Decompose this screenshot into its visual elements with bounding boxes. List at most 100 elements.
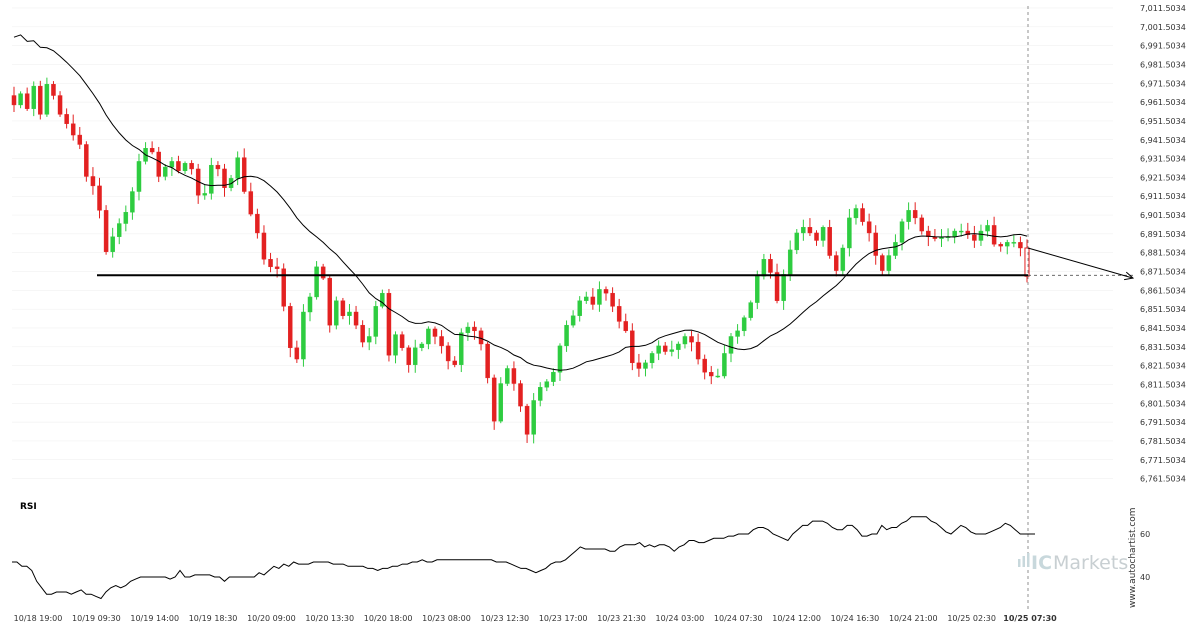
candle-body [84,144,89,177]
candle-body [662,345,668,352]
candle-body [432,328,438,337]
candle-body [97,185,102,211]
candle-body [268,259,273,268]
candle-body [235,157,240,179]
y-tick-label: 6,941.5034 [1140,136,1186,145]
candle-body [366,336,372,343]
y-tick-label: 6,971.5034 [1140,79,1186,88]
y-tick-label: 6,771.5034 [1140,456,1186,465]
candle-body [840,247,846,271]
autochartist-watermark: www.autochartist.com [1128,507,1138,608]
projection-line [1027,247,1134,279]
x-tick-label: 10/20 13:30 [305,614,354,623]
x-tick-label: 10/19 18:30 [189,614,238,623]
candle-body [860,208,865,222]
candle-body [919,217,924,232]
candle-body [406,347,411,365]
candle-body [117,223,122,237]
candle-body [459,332,464,365]
candle-body [301,311,306,360]
candle-body [11,95,17,106]
candle-body [498,383,504,422]
candle-body [1011,242,1017,244]
x-tick-label: 10/24 16:30 [831,614,880,623]
y-tick-label: 6,901.5034 [1140,211,1186,220]
y-tick-label: 6,851.5034 [1140,305,1186,314]
candle-body [768,259,773,273]
candle-body [873,232,878,256]
rsi-tick-label: 60 [1140,530,1150,539]
candle-body [38,85,43,115]
candle-body [722,353,727,377]
candle-body [991,225,997,245]
y-tick-label: 6,951.5034 [1140,117,1186,126]
candle-body [531,400,536,435]
x-tick-label: 10/23 08:00 [422,614,471,623]
projection-arrowhead [1124,271,1135,281]
candle-body [347,311,352,316]
y-axis: 7,011.5034 7,001.5034 6,991.5034 6,981.5034… [12,4,1186,484]
candle-body [215,164,221,170]
candle-body [807,227,813,234]
y-tick-label: 6,861.5034 [1140,286,1186,295]
candle-body [761,259,767,277]
candle-body [18,93,23,106]
candle-body [380,292,385,307]
candle-body [130,191,135,213]
y-tick-label: 6,811.5034 [1140,380,1186,389]
candle-body [419,343,425,348]
candle-body [294,347,300,360]
candle-body [44,84,50,115]
candle-body [136,161,142,192]
candle-body [584,296,589,301]
candle-body [781,274,786,301]
candle-body [511,368,517,384]
y-tick-label: 6,781.5034 [1140,437,1186,446]
y-tick-label: 6,801.5034 [1140,399,1186,408]
y-tick-label: 6,911.5034 [1140,192,1186,201]
y-tick-label: 6,981.5034 [1140,60,1186,69]
candle-body [669,349,675,352]
candle-body [465,326,471,333]
candle-body [413,347,418,365]
candle-body [597,289,602,305]
x-tick-label: 10/19 09:30 [72,614,121,623]
candle-body [314,266,319,298]
candle-body [57,95,63,115]
x-axis: 10/18 19:00 10/19 09:30 10/19 14:00 10/19 1… [14,614,1057,623]
y-tick-label: 6,881.5034 [1140,249,1186,258]
y-tick-label: 6,791.5034 [1140,418,1186,427]
x-tick-label: 10/23 12:30 [480,614,529,623]
candle-body [570,315,576,326]
candle-body [248,191,254,215]
candle-body [616,306,622,322]
y-tick-label: 6,991.5034 [1140,42,1186,51]
x-tick-label: 10/25 07:30 [1003,614,1057,623]
candle-body [978,230,984,241]
candle-body [491,377,497,422]
candle-body [787,249,793,275]
candle-body [695,341,701,360]
y-tick-label: 6,821.5034 [1140,362,1186,371]
candle-body [899,221,905,243]
candle-body [31,85,36,109]
logo-markets-text: Markets [1053,552,1128,574]
candle-body [393,334,398,356]
candle-body [926,230,931,237]
candle-body [965,230,971,236]
candle-body [682,336,688,345]
candle-body [209,164,214,194]
candle-body [886,255,892,271]
candle-body [163,166,168,177]
x-tick-label: 10/24 12:00 [772,614,821,623]
candle-body [985,225,990,232]
rsi-line [12,516,1035,600]
moving-average-line [13,34,1028,371]
candle-body [182,163,188,172]
candle-body [281,268,286,307]
candle-body [320,266,326,279]
candle-body [288,306,293,348]
y-tick-label: 6,891.5034 [1140,230,1186,239]
y-tick-label: 6,961.5034 [1140,98,1186,107]
